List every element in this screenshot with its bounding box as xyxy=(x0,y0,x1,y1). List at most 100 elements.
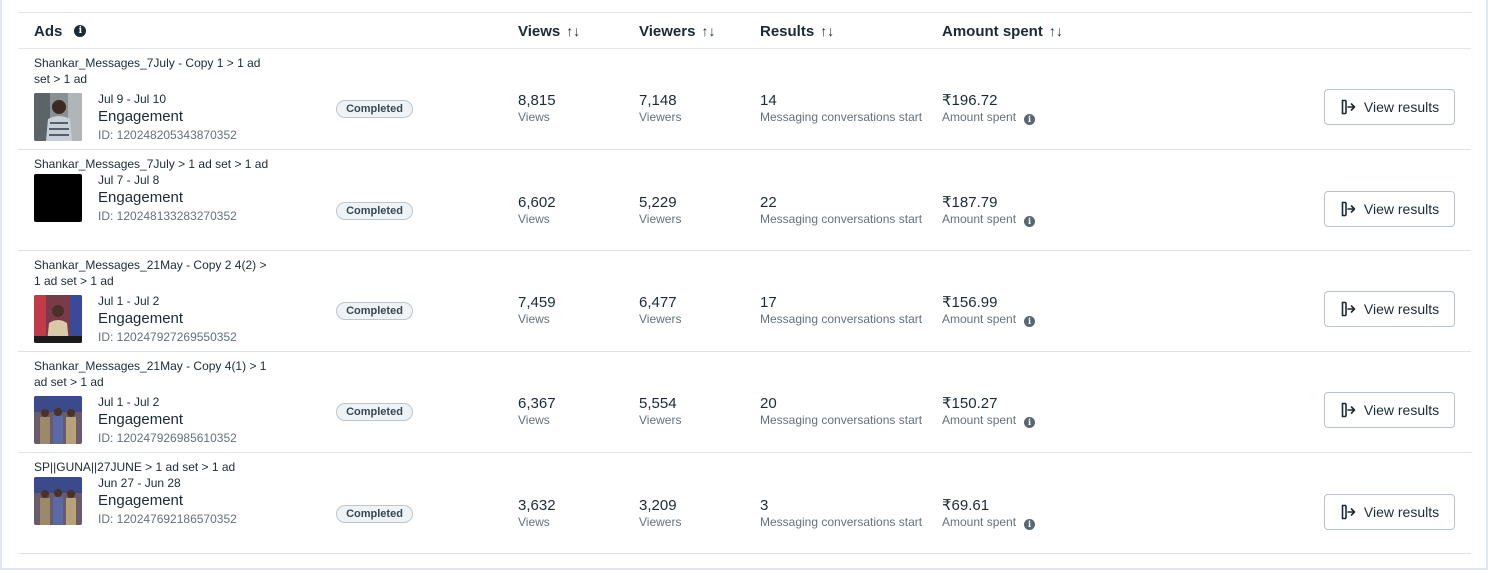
ad-thumbnail xyxy=(34,295,82,343)
ad-dates: Jul 1 - Jul 2 xyxy=(98,395,160,409)
viewers-label: Viewers xyxy=(639,413,682,427)
viewers-metric: 3,209 Viewers xyxy=(639,497,681,530)
viewers-label: Viewers xyxy=(639,212,682,226)
ad-thumbnail xyxy=(34,477,82,525)
results-value: 17 xyxy=(760,294,777,311)
table-header: Ads i Views ↑↓ Viewers ↑↓ Results ↑↓ Amo… xyxy=(18,13,1471,49)
views-label: Views xyxy=(518,212,550,226)
column-header-amount-spent[interactable]: Amount spent ↑↓ xyxy=(942,22,1063,40)
export-icon xyxy=(1341,99,1356,115)
amount-spent-metric: ₹156.99 Amount spent i xyxy=(942,294,1036,327)
views-value: 6,602 xyxy=(518,194,556,211)
sort-icon[interactable]: ↑↓ xyxy=(1048,23,1063,39)
views-value: 8,815 xyxy=(518,92,556,109)
export-icon xyxy=(1341,301,1356,317)
ad-objective: Engagement xyxy=(98,310,184,327)
view-results-button[interactable]: View results xyxy=(1324,494,1455,530)
info-icon[interactable]: i xyxy=(1024,114,1036,125)
ad-thumbnail xyxy=(34,93,82,141)
status-badge: Completed xyxy=(336,403,413,421)
views-label: Views xyxy=(518,413,550,427)
viewers-metric: 7,148 Viewers xyxy=(639,92,681,125)
amount-spent-label: Amount spent i xyxy=(942,110,1036,125)
table-row: Shankar_Messages_21May - Copy 2 4(2) > 1… xyxy=(18,251,1471,352)
ad-objective: Engagement xyxy=(98,492,184,509)
amount-spent-metric: ₹150.27 Amount spent i xyxy=(942,395,1036,428)
views-metric: 7,459 Views xyxy=(518,294,556,327)
viewers-value: 3,209 xyxy=(639,497,677,514)
view-results-button[interactable]: View results xyxy=(1324,89,1455,125)
results-value: 22 xyxy=(760,194,777,211)
divider xyxy=(18,12,1471,13)
viewers-label: Viewers xyxy=(639,110,682,124)
sort-icon[interactable]: ↑↓ xyxy=(566,23,581,39)
views-value: 3,632 xyxy=(518,497,556,514)
ad-dates: Jul 1 - Jul 2 xyxy=(98,294,160,308)
viewers-value: 5,554 xyxy=(639,395,677,412)
ad-id: ID: 120248133283270352 xyxy=(98,209,237,223)
ad-name[interactable]: Shankar_Messages_7July > 1 ad set > 1 ad xyxy=(34,157,269,171)
status-badge: Completed xyxy=(336,505,413,523)
ad-dates: Jun 27 - Jun 28 xyxy=(98,476,181,490)
ad-dates: Jul 7 - Jul 8 xyxy=(98,173,160,187)
results-label: Messaging conversations start xyxy=(760,413,923,427)
amount-spent-metric: ₹196.72 Amount spent i xyxy=(942,92,1036,125)
results-label: Messaging conversations start xyxy=(760,515,923,529)
amount-spent-metric: ₹187.79 Amount spent i xyxy=(942,194,1036,227)
viewers-value: 5,229 xyxy=(639,194,677,211)
ad-name[interactable]: Shankar_Messages_21May - Copy 4(1) > 1 a… xyxy=(34,359,267,389)
views-metric: 8,815 Views xyxy=(518,92,556,125)
column-header-views[interactable]: Views ↑↓ xyxy=(518,22,581,40)
amount-spent-label: Amount spent i xyxy=(942,212,1036,227)
viewers-label: Viewers xyxy=(639,312,682,326)
results-value: 20 xyxy=(760,395,777,412)
table-row: Shankar_Messages_21May - Copy 4(1) > 1 a… xyxy=(18,352,1471,453)
results-metric: 20 Messaging conversations start xyxy=(760,395,927,428)
views-metric: 3,632 Views xyxy=(518,497,556,530)
view-results-button[interactable]: View results xyxy=(1324,392,1455,428)
results-metric: 3 Messaging conversations start xyxy=(760,497,927,530)
info-icon[interactable]: i xyxy=(1024,316,1036,327)
sort-icon[interactable]: ↑↓ xyxy=(820,23,835,39)
status-badge: Completed xyxy=(336,302,413,320)
view-results-button[interactable]: View results xyxy=(1324,291,1455,327)
viewers-metric: 5,229 Viewers xyxy=(639,194,681,227)
results-value: 3 xyxy=(760,497,769,514)
export-icon xyxy=(1341,504,1356,520)
info-icon[interactable]: i xyxy=(1024,519,1036,530)
amount-spent-label: Amount spent i xyxy=(942,515,1036,530)
results-metric: 14 Messaging conversations start xyxy=(760,92,927,125)
table-row: Shankar_Messages_7July > 1 ad set > 1 ad… xyxy=(18,150,1471,251)
ad-id: ID: 120247926985610352 xyxy=(98,431,237,445)
viewers-value: 7,148 xyxy=(639,92,677,109)
column-header-viewers[interactable]: Viewers ↑↓ xyxy=(639,22,716,40)
sort-icon[interactable]: ↑↓ xyxy=(701,23,716,39)
views-metric: 6,602 Views xyxy=(518,194,556,227)
column-header-results[interactable]: Results ↑↓ xyxy=(760,22,835,40)
viewers-value: 6,477 xyxy=(639,294,677,311)
info-icon[interactable]: i xyxy=(74,25,87,37)
viewers-label: Viewers xyxy=(639,515,682,529)
info-icon[interactable]: i xyxy=(1024,417,1036,428)
amount-spent-value: ₹187.79 xyxy=(942,194,998,211)
results-metric: 22 Messaging conversations start xyxy=(760,194,927,227)
views-value: 6,367 xyxy=(518,395,556,412)
ad-thumbnail xyxy=(34,396,82,444)
ad-name[interactable]: Shankar_Messages_21May - Copy 2 4(2) > 1… xyxy=(34,258,267,288)
amount-spent-value: ₹69.61 xyxy=(942,497,990,514)
views-label: Views xyxy=(518,515,550,529)
export-icon xyxy=(1341,201,1356,217)
views-label: Views xyxy=(518,110,550,124)
ad-id: ID: 120248205343870352 xyxy=(98,128,237,142)
view-results-button[interactable]: View results xyxy=(1324,191,1455,227)
ad-name[interactable]: Shankar_Messages_7July - Copy 1 > 1 ad s… xyxy=(34,56,261,86)
ad-dates: Jul 9 - Jul 10 xyxy=(98,92,167,106)
results-label: Messaging conversations start xyxy=(760,212,923,226)
export-icon xyxy=(1341,402,1356,418)
ad-name[interactable]: SP||GUNA||27JUNE > 1 ad set > 1 ad xyxy=(34,460,236,474)
viewers-metric: 6,477 Viewers xyxy=(639,294,681,327)
info-icon[interactable]: i xyxy=(1024,216,1036,227)
views-value: 7,459 xyxy=(518,294,556,311)
amount-spent-value: ₹156.99 xyxy=(942,294,998,311)
